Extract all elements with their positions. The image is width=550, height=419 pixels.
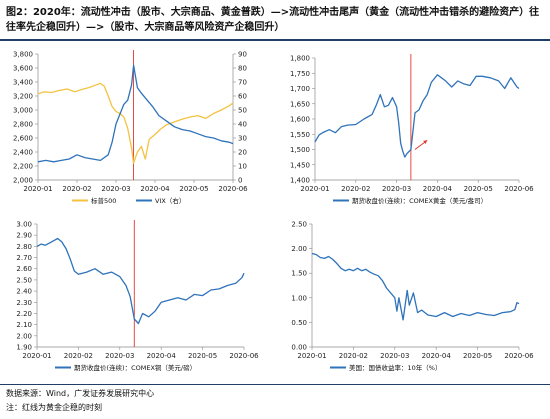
- x-tick-label: 2020-04: [423, 185, 453, 193]
- y-tick-label: 1,400: [290, 177, 310, 185]
- x-tick-label: 2020-06: [229, 352, 259, 360]
- x-tick-label: 2020-06: [218, 185, 248, 193]
- chart-us-10y-yield-svg: 0.00 0.50 1.00 1.50 2.00 2.50 2020-01 2020-02 20…: [291, 221, 534, 373]
- y2-tick-label: 90: [238, 51, 247, 59]
- x-tick-label: 2020-02: [64, 352, 93, 360]
- y-tick-label: 2.70: [16, 254, 32, 262]
- trend-arrow-head: [423, 140, 428, 144]
- y-tick-label: 2.60: [16, 265, 32, 273]
- chart-comex-copper: 1.90 2.00 2.10 2.20 2.30 2.40 2.50 2.60 2.70 2.80…: [0, 216, 275, 391]
- x-tick-label: 2020-01: [300, 185, 329, 193]
- y2-tick-label: 10: [238, 163, 247, 171]
- x-tick-label: 2020-06: [504, 185, 534, 193]
- chart-comex-gold-svg: 1,400 1,450 1,500 1,550 1,600 1,650 1,700 1,750…: [290, 54, 534, 205]
- series-line-0: [311, 252, 520, 321]
- figure-title: 图2：2020年：流动性冲击（股市、大宗商品、黄金普跌）—>流动性冲击尾声（黄金…: [6, 7, 540, 33]
- legend-label-0: 标普500: [91, 196, 116, 205]
- chart-sp500-vix: 2,000 2,200 2,400 2,600 2,800 3,000 3,200 3,400…: [0, 48, 275, 223]
- y2-tick-label: 60: [238, 93, 247, 101]
- y-tick-label: 1.50: [291, 270, 307, 278]
- y-tick-label: 2.00: [16, 332, 32, 340]
- y-tick-label: 3,600: [13, 65, 33, 73]
- y-tick-label: 2,000: [13, 177, 33, 185]
- y-tick-label: 1,450: [290, 161, 310, 169]
- series-line-0: [36, 237, 245, 325]
- x-tick-label: 2020-04: [422, 352, 452, 360]
- y2-tick-label: 20: [238, 149, 247, 157]
- source-note: 数据来源：Wind，广发证券发展研究中心: [6, 389, 155, 398]
- y2-tick-label: 0: [238, 177, 242, 185]
- y-tick-label: 3,200: [13, 93, 33, 101]
- x-tick-label: 2020-01: [297, 352, 326, 360]
- legend-label-0: 美国：国债收益率：10年（%）: [349, 363, 441, 372]
- y-tick-label: 1,550: [290, 131, 310, 139]
- y-tick-label: 2.90: [16, 232, 32, 240]
- x-tick-label: 2020-03: [380, 352, 409, 360]
- y-tick-label: 1.90: [16, 344, 32, 352]
- x-tick-label: 2020-02: [341, 185, 370, 193]
- y-tick-label: 3.00: [16, 221, 32, 229]
- y-tick-label: 2,800: [13, 121, 33, 129]
- x-tick-label: 2020-03: [105, 352, 134, 360]
- y2-tick-label: 80: [238, 65, 247, 73]
- y-tick-label: 2.50: [16, 276, 32, 284]
- y-tick-label: 2.40: [16, 288, 32, 296]
- x-tick-label: 2020-05: [188, 352, 217, 360]
- x-tick-label: 2020-03: [382, 185, 411, 193]
- chart-comex-gold: 1,400 1,450 1,500 1,550 1,600 1,650 1,700 1,750…: [275, 48, 550, 223]
- y-tick-label: 1,500: [290, 146, 310, 154]
- series-line-1: [37, 64, 234, 163]
- y-tick-label: 2.80: [16, 243, 32, 251]
- y2-tick-label: 40: [238, 121, 247, 129]
- y-tick-label: 2.30: [16, 299, 32, 307]
- series-line-0: [37, 82, 234, 164]
- y-tick-label: 2.50: [291, 221, 307, 229]
- x-tick-label: 2020-05: [463, 352, 492, 360]
- y2-tick-label: 50: [238, 107, 247, 115]
- x-tick-label: 2020-02: [339, 352, 368, 360]
- chart-comex-copper-svg: 1.90 2.00 2.10 2.20 2.30 2.40 2.50 2.60 2.70 2.80…: [16, 220, 259, 372]
- footnote: 注：红线为黄金企稳的时刻: [6, 403, 102, 412]
- x-tick-label: 2020-06: [504, 352, 534, 360]
- legend-label-1: VIX（右）: [155, 196, 185, 205]
- x-tick-label: 2020-04: [140, 185, 170, 193]
- y-tick-label: 2.20: [16, 310, 32, 318]
- x-tick-label: 2020-04: [147, 352, 177, 360]
- title-rule: [0, 39, 550, 41]
- y-tick-label: 2.10: [16, 321, 32, 329]
- y-tick-label: 2,600: [13, 135, 33, 143]
- y-tick-label: 2,400: [13, 149, 33, 157]
- y-tick-label: 2.00: [291, 245, 307, 253]
- y2-tick-label: 70: [238, 79, 247, 87]
- y-tick-label: 3,400: [13, 79, 33, 87]
- x-tick-label: 2020-01: [22, 352, 51, 360]
- x-tick-label: 2020-02: [62, 185, 91, 193]
- series-line-0: [314, 74, 520, 158]
- y-tick-label: 1,700: [290, 85, 310, 93]
- x-tick-label: 2020-03: [101, 185, 130, 193]
- y-tick-label: 1,800: [290, 55, 310, 63]
- legend-label-0: 期货收盘价(连续)：COMEX铜（美元/磅）: [74, 363, 196, 372]
- legend-label-0: 期货收盘价(连续)：COMEX黄金（美元/盎司）: [352, 196, 487, 205]
- y-tick-label: 1,650: [290, 100, 310, 108]
- x-tick-label: 2020-01: [23, 185, 52, 193]
- y2-tick-label: 30: [238, 135, 247, 143]
- y-tick-label: 1.00: [291, 294, 307, 302]
- chart-sp500-vix-svg: 2,000 2,200 2,400 2,600 2,800 3,000 3,200 3,400…: [13, 50, 248, 205]
- y-tick-label: 1,600: [290, 116, 310, 124]
- y-tick-label: 3,000: [13, 107, 33, 115]
- x-tick-label: 2020-05: [464, 185, 493, 193]
- y-tick-label: 0.00: [291, 344, 307, 352]
- y-tick-label: 3,800: [13, 51, 33, 59]
- x-tick-label: 2020-05: [179, 185, 208, 193]
- chart-us-10y-yield: 0.00 0.50 1.00 1.50 2.00 2.50 2020-01 2020-02 20…: [275, 216, 550, 391]
- y-tick-label: 2,200: [13, 163, 33, 171]
- y-tick-label: 0.50: [291, 319, 307, 327]
- y-tick-label: 1,750: [290, 70, 310, 78]
- footer-rule: [0, 384, 550, 385]
